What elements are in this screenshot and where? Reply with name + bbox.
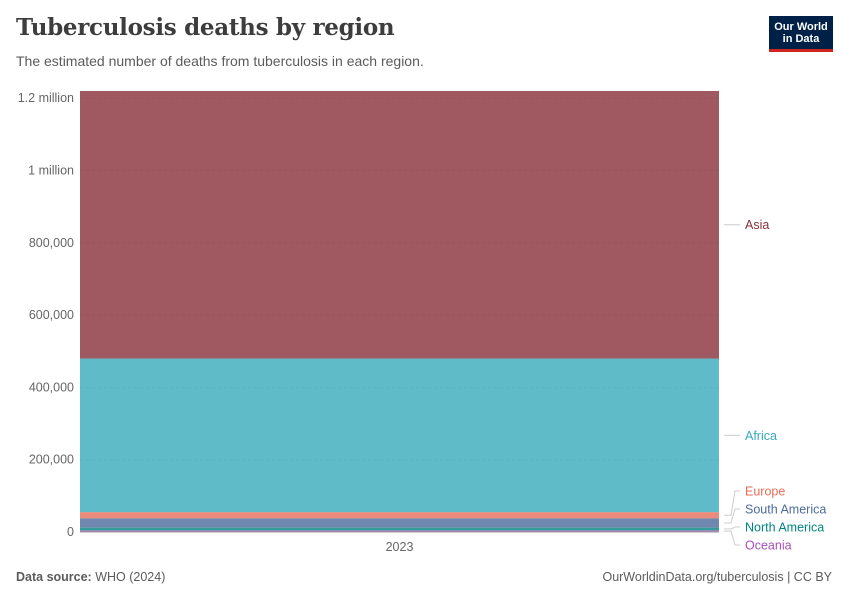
y-tick-label: 400,000: [29, 380, 74, 394]
legend-label-south-america[interactable]: South America: [745, 503, 826, 517]
data-source-value[interactable]: WHO (2024): [95, 570, 166, 584]
legend-label-oceania[interactable]: Oceania: [745, 539, 792, 553]
footer-separator: |: [787, 570, 791, 584]
area-asia[interactable]: [80, 91, 719, 359]
y-tick-label: 1.2 million: [18, 91, 74, 105]
y-tick-label: 600,000: [29, 308, 74, 322]
license-link[interactable]: CC BY: [793, 570, 832, 584]
legend-label-europe[interactable]: Europe: [745, 485, 785, 499]
chart-title: Tuberculosis deaths by region: [16, 14, 395, 41]
legend-connector-south-america: [724, 508, 740, 524]
area-europe[interactable]: [80, 512, 719, 519]
legend-connector-oceania: [724, 530, 740, 546]
legend-label-asia[interactable]: Asia: [745, 218, 769, 232]
logo-line-2: in Data: [782, 32, 820, 45]
legend-connector-north-america: [724, 526, 740, 530]
area-oceania[interactable]: [80, 530, 719, 532]
area-north-america[interactable]: [80, 527, 719, 531]
logo-line-1: Our World: [774, 20, 828, 33]
y-tick-label: 0: [67, 525, 74, 539]
footer-credit: OurWorldinData.org/tuberculosis | CC BY: [602, 570, 832, 584]
area-south-america[interactable]: [80, 518, 719, 528]
legend-connector-europe: [724, 490, 740, 516]
owid-logo[interactable]: Our World in Data: [769, 16, 833, 52]
data-source: Data source: WHO (2024): [16, 570, 165, 584]
y-tick-label: 800,000: [29, 236, 74, 250]
legend-label-africa[interactable]: Africa: [745, 429, 777, 443]
source-url-link[interactable]: OurWorldinData.org/tuberculosis: [602, 570, 784, 584]
y-tick-label: 1 million: [28, 164, 74, 178]
legend-label-north-america[interactable]: North America: [745, 521, 824, 535]
y-tick-label: 200,000: [29, 453, 74, 467]
chart-subtitle: The estimated number of deaths from tube…: [16, 53, 424, 69]
data-source-label: Data source:: [16, 570, 92, 584]
x-tick-label: 2023: [386, 540, 414, 554]
area-africa[interactable]: [80, 358, 719, 513]
